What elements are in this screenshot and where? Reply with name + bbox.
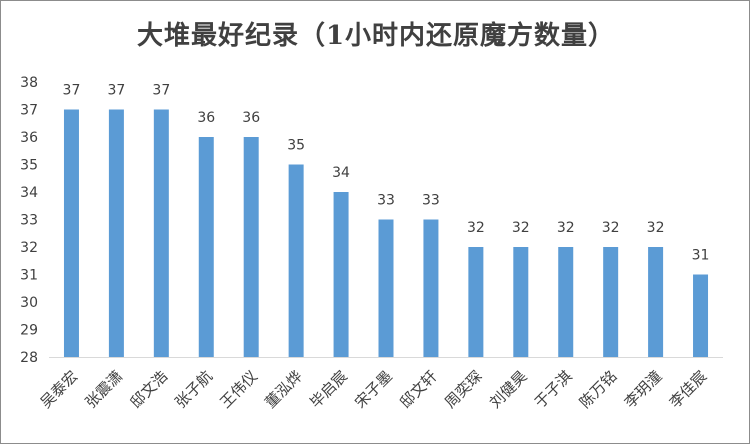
bar	[423, 219, 439, 357]
data-label: 32	[557, 220, 575, 236]
bar	[63, 109, 79, 357]
data-label: 37	[152, 83, 170, 99]
y-tick-label: 35	[20, 158, 38, 174]
data-label: 35	[287, 138, 305, 154]
bar	[108, 109, 124, 357]
y-tick-label: 32	[20, 240, 38, 256]
data-label: 37	[63, 83, 81, 99]
y-tick-label: 33	[20, 213, 38, 229]
bar	[468, 247, 484, 357]
bar	[513, 247, 529, 357]
y-tick-label: 34	[20, 185, 38, 201]
data-label: 33	[377, 193, 395, 209]
x-tick-label: 王伟仪	[216, 367, 261, 412]
data-label: 34	[332, 165, 350, 181]
bar	[648, 247, 664, 357]
x-tick-label: 于子淇	[531, 367, 576, 412]
x-tick-label: 周奕琛	[441, 367, 486, 412]
x-tick-label: 李佳宸	[666, 367, 711, 412]
x-tick-label: 吴泰宏	[37, 367, 82, 412]
bar	[333, 192, 349, 357]
bar	[693, 274, 709, 357]
bar	[558, 247, 574, 357]
data-label: 36	[242, 110, 260, 126]
x-tick-label: 张震潇	[82, 367, 127, 412]
x-tick-label: 邸文轩	[396, 367, 441, 412]
y-tick-label: 37	[20, 103, 38, 119]
bar	[288, 164, 304, 357]
y-tick-label: 38	[20, 75, 38, 91]
bar	[378, 219, 394, 357]
data-label: 32	[647, 220, 665, 236]
data-label: 32	[512, 220, 530, 236]
data-label: 31	[692, 248, 710, 264]
bar	[198, 137, 214, 357]
y-tick-label: 31	[20, 268, 38, 284]
x-tick-label: 毕启宸	[306, 367, 351, 412]
bar	[603, 247, 619, 357]
x-tick-label: 宋子墨	[351, 367, 396, 412]
data-label: 33	[422, 193, 440, 209]
y-tick-label: 30	[20, 295, 38, 311]
data-label: 36	[197, 110, 215, 126]
x-tick-label: 陈万铭	[576, 367, 621, 412]
chart-title: 大堆最好纪录（1小时内还原魔方数量）	[136, 21, 616, 51]
bar	[243, 137, 259, 357]
y-tick-label: 29	[20, 323, 38, 339]
x-tick-label: 董泓烨	[261, 367, 306, 412]
data-label: 32	[467, 220, 485, 236]
x-tick-label: 张子航	[172, 367, 217, 412]
data-label: 32	[602, 220, 620, 236]
bar	[153, 109, 169, 357]
y-tick-label: 28	[20, 350, 38, 366]
x-tick-label: 刘健昊	[486, 367, 531, 412]
data-label: 37	[107, 83, 125, 99]
y-tick-label: 36	[20, 130, 38, 146]
x-tick-label: 邸文浩	[127, 367, 172, 412]
x-tick-label: 李玥潼	[621, 367, 666, 412]
